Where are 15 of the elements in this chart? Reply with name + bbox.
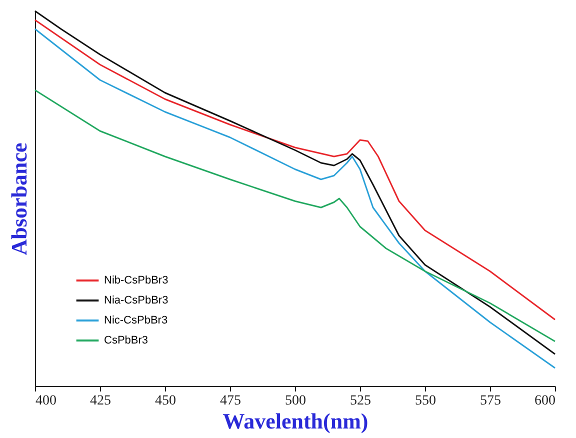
legend-label: CsPbBr3 bbox=[104, 334, 148, 346]
x-tick-label: 600 bbox=[534, 394, 556, 408]
legend-label: Nia-CsPbBr3 bbox=[104, 294, 168, 306]
x-tick-label: 575 bbox=[480, 394, 501, 408]
legend-label: Nic-CsPbBr3 bbox=[104, 314, 168, 326]
x-axis-title: Wavelenth(nm) bbox=[222, 408, 368, 434]
x-tick-label: 500 bbox=[285, 394, 306, 408]
x-tick-label: 425 bbox=[90, 394, 111, 408]
x-tick-label: 550 bbox=[415, 394, 436, 408]
y-axis-title: Absorbance bbox=[6, 142, 32, 256]
x-tick-label: 400 bbox=[36, 394, 56, 408]
x-tick-label: 450 bbox=[155, 394, 176, 408]
legend-label: Nib-CsPbBr3 bbox=[104, 274, 168, 286]
x-tick-label: 525 bbox=[350, 394, 371, 408]
x-tick-label: 475 bbox=[220, 394, 241, 408]
